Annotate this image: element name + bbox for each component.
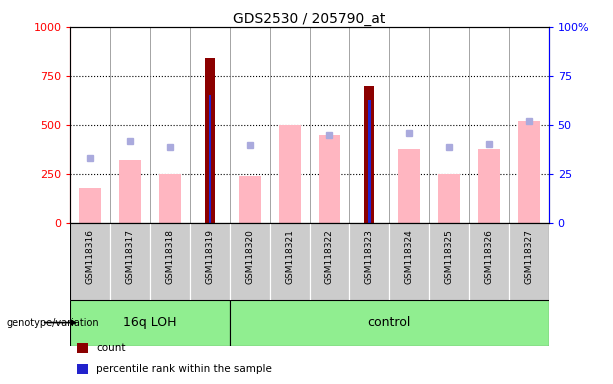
Bar — [230, 300, 549, 346]
Bar — [364, 86, 375, 223]
Text: GSM118319: GSM118319 — [205, 229, 215, 284]
Text: GSM118326: GSM118326 — [484, 229, 493, 284]
Text: control: control — [368, 316, 411, 329]
Bar — [190, 223, 230, 300]
Bar — [398, 149, 420, 223]
Bar — [279, 125, 300, 223]
Bar — [120, 160, 141, 223]
Text: GSM118321: GSM118321 — [285, 229, 294, 284]
Bar — [110, 223, 150, 300]
Bar — [205, 58, 215, 223]
Bar — [349, 223, 389, 300]
Bar — [429, 223, 469, 300]
Bar — [208, 95, 211, 223]
Title: GDS2530 / 205790_at: GDS2530 / 205790_at — [234, 12, 386, 26]
Bar — [438, 174, 460, 223]
Bar — [310, 223, 349, 300]
Text: GSM118323: GSM118323 — [365, 229, 374, 284]
Text: GSM118322: GSM118322 — [325, 229, 334, 284]
Bar — [319, 135, 340, 223]
Bar — [389, 223, 429, 300]
Text: percentile rank within the sample: percentile rank within the sample — [96, 364, 272, 374]
Bar — [70, 223, 110, 300]
Text: GSM118317: GSM118317 — [126, 229, 135, 284]
Bar — [509, 223, 549, 300]
Bar — [150, 223, 190, 300]
Text: GSM118327: GSM118327 — [524, 229, 533, 284]
Bar — [159, 174, 181, 223]
Text: GSM118320: GSM118320 — [245, 229, 254, 284]
Bar — [478, 149, 500, 223]
Text: 16q LOH: 16q LOH — [123, 316, 177, 329]
Text: GSM118318: GSM118318 — [166, 229, 175, 284]
Bar — [368, 100, 371, 223]
Bar — [239, 176, 261, 223]
Text: genotype/variation: genotype/variation — [6, 318, 99, 328]
Bar — [80, 189, 101, 223]
Bar — [518, 121, 539, 223]
Bar — [469, 223, 509, 300]
Text: GSM118325: GSM118325 — [444, 229, 454, 284]
Bar — [70, 300, 230, 346]
Text: count: count — [96, 343, 126, 353]
Bar — [270, 223, 310, 300]
Text: GSM118316: GSM118316 — [86, 229, 95, 284]
Text: GSM118324: GSM118324 — [405, 229, 414, 284]
Bar — [230, 223, 270, 300]
